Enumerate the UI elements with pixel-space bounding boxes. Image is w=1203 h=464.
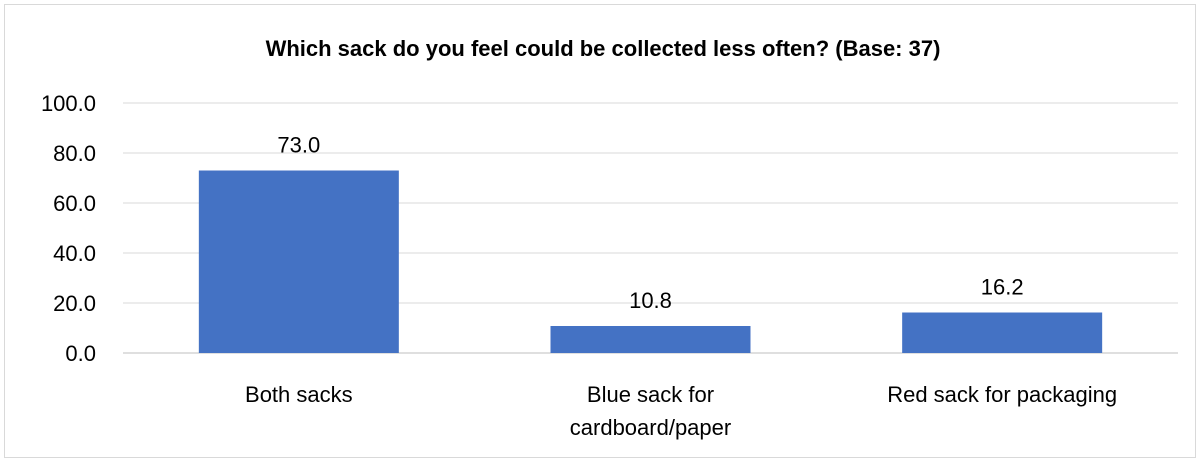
data-label: 73.0	[277, 133, 320, 158]
category-label: Red sack for packaging	[887, 382, 1117, 407]
y-tick-label: 40.0	[53, 241, 96, 266]
bar	[198, 170, 399, 353]
category-label-line: Red sack for packaging	[887, 382, 1117, 407]
data-label: 16.2	[981, 275, 1024, 300]
bar	[550, 326, 751, 353]
y-tick-label: 60.0	[53, 191, 96, 216]
category-label-line: cardboard/paper	[570, 415, 731, 440]
y-tick-label: 0.0	[65, 341, 96, 366]
y-tick-label: 100.0	[41, 91, 96, 116]
y-tick-label: 80.0	[53, 141, 96, 166]
chart-title: Which sack do you feel could be collecte…	[266, 36, 941, 61]
category-label-line: Blue sack for	[587, 382, 714, 407]
category-label: Both sacks	[245, 382, 353, 407]
bars	[198, 170, 1103, 353]
category-label-line: Both sacks	[245, 382, 353, 407]
category-labels: Both sacks Blue sack for cardboard/paper Re…	[245, 382, 1117, 440]
y-tick-label: 20.0	[53, 291, 96, 316]
data-labels: 73.0 10.8 16.2	[277, 133, 1023, 314]
data-label: 10.8	[629, 288, 672, 313]
bar	[902, 312, 1103, 353]
category-label: Blue sack for cardboard/paper	[570, 382, 731, 440]
y-axis-ticks: 0.0 20.0 40.0 60.0 80.0 100.0	[41, 91, 96, 366]
